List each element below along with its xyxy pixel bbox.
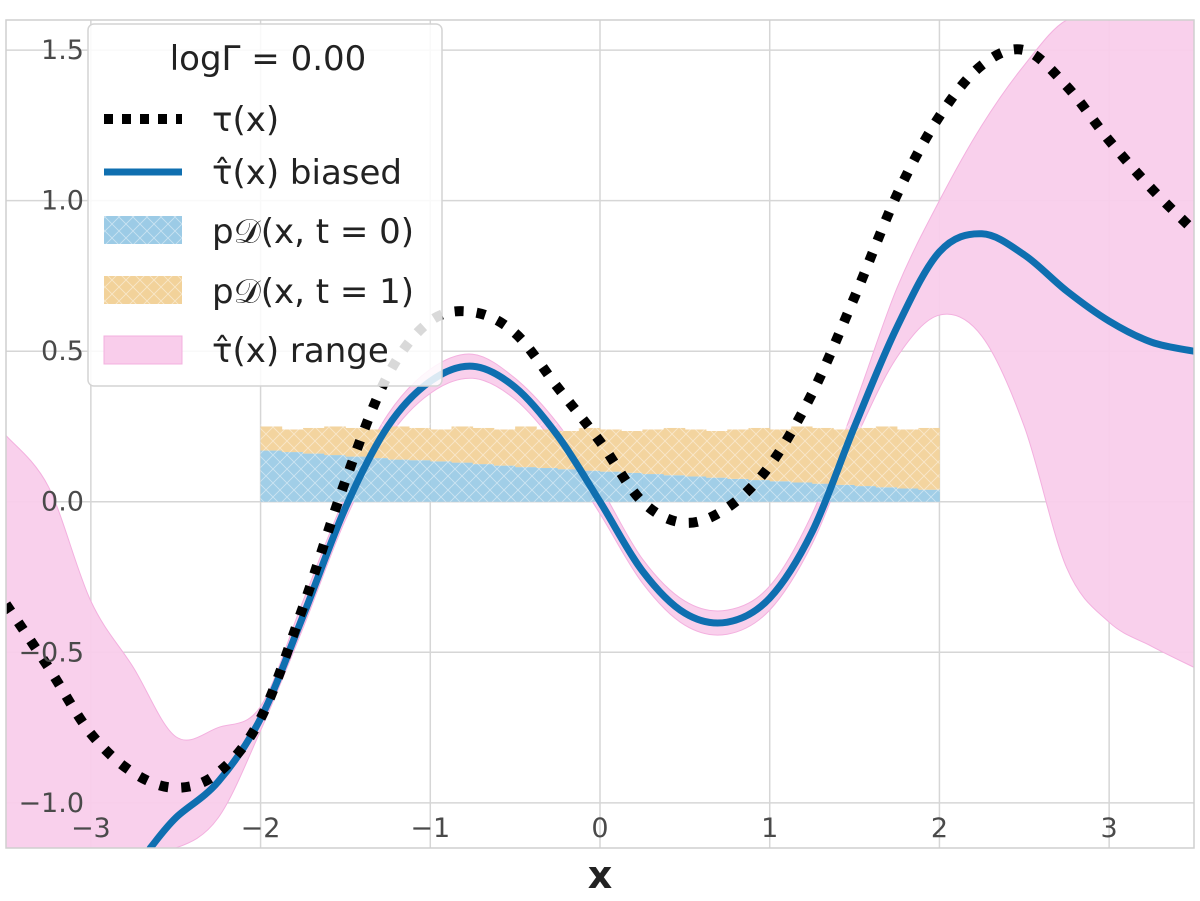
y-tick-labels: −1.0 −0.5 0.0 0.5 1.0 1.5 <box>18 35 84 819</box>
x-tick-label: 2 <box>931 813 948 844</box>
x-tick-label: 0 <box>591 813 608 844</box>
plot-frame <box>5 19 1195 849</box>
legend-label-t0: p𝒟(x, t = 0) <box>212 212 414 252</box>
x-tick-label: 3 <box>1101 813 1118 844</box>
y-tick-label: −1.0 <box>18 788 84 819</box>
legend-swatch-t1-hatch <box>104 276 182 304</box>
legend-swatch-t0-hatch <box>104 216 182 244</box>
series-lines <box>6 44 1194 848</box>
legend: logΓ = 0.00 τ(x) τ̂(x) biased p𝒟(x, t = … <box>87 23 443 387</box>
legend-label-t1: p𝒟(x, t = 1) <box>212 272 414 312</box>
y-tick-label: 1.5 <box>41 35 84 66</box>
y-tick-label: 0.0 <box>41 487 84 518</box>
x-tick-label: −2 <box>241 813 281 844</box>
y-tick-label: 0.5 <box>41 336 84 367</box>
x-tick-label: 1 <box>761 813 778 844</box>
series-line-true-effect <box>6 44 1194 793</box>
x-tick-label: −1 <box>410 813 450 844</box>
legend-title: logΓ = 0.00 <box>170 39 367 79</box>
x-tick-label: −3 <box>71 813 111 844</box>
y-tick-label: 1.0 <box>41 186 84 217</box>
legend-label-biased: τ̂(x) biased <box>212 153 402 193</box>
legend-label-range: τ̂(x) range <box>212 331 389 371</box>
legend-swatch-range <box>103 335 183 365</box>
y-tick-label: −0.5 <box>18 637 84 668</box>
legend-label-true-effect: τ(x) <box>212 100 279 140</box>
x-axis-label: x <box>588 853 613 897</box>
x-tick-labels: −3 −2 −1 0 1 2 3 <box>71 813 1118 844</box>
